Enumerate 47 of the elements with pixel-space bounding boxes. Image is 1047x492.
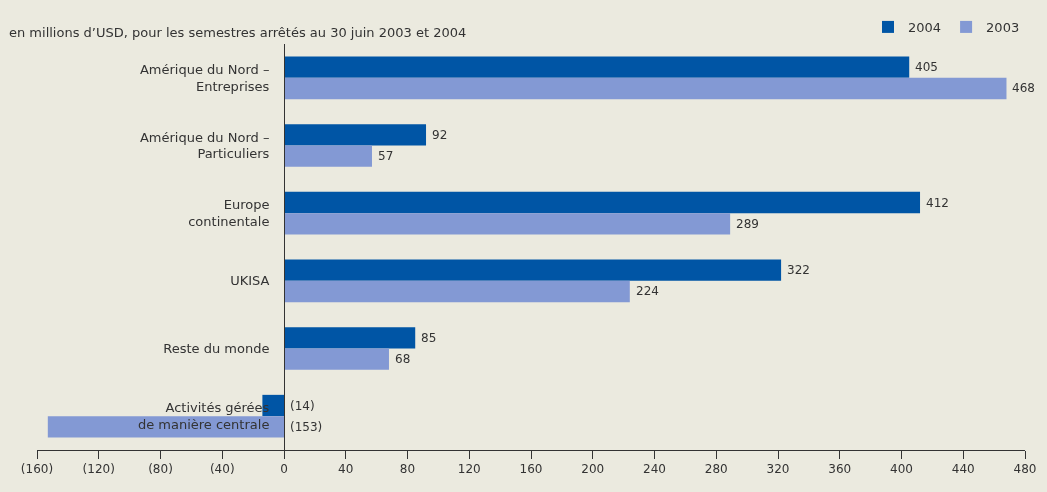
- x-tick-label: 280: [704, 462, 728, 477]
- bar: [284, 259, 782, 281]
- data-label: 468: [1012, 81, 1035, 95]
- data-label: 57: [378, 149, 394, 163]
- y-tick-label: Europe continentale: [188, 197, 270, 230]
- x-tick-label: (120): [82, 462, 115, 477]
- x-tick-label: 320: [766, 462, 790, 477]
- x-tick-label: 80: [399, 462, 416, 477]
- data-label: 92: [432, 128, 448, 142]
- x-tick-label: 480: [1013, 462, 1037, 477]
- bar: [284, 280, 630, 303]
- y-tick-label: UKISA: [230, 273, 270, 289]
- bar: [284, 327, 416, 349]
- bar: [284, 77, 1007, 100]
- bar: [284, 56, 910, 78]
- bar: [284, 124, 427, 146]
- data-label: 85: [421, 331, 437, 345]
- x-tick-label: 240: [643, 462, 666, 477]
- x-tick-label: (160): [20, 462, 54, 477]
- y-tick-label: Amérique du Nord – Entreprises: [139, 61, 270, 94]
- data-label: (153): [290, 420, 323, 434]
- x-tick-label: 400: [890, 462, 913, 477]
- data-label: 412: [926, 196, 949, 210]
- legend-label: 2004: [908, 19, 942, 35]
- x-tick-label: 40: [338, 462, 354, 477]
- x-tick-label: 440: [951, 462, 975, 477]
- x-tick-label: 160: [519, 462, 543, 477]
- data-label: (14): [290, 399, 315, 413]
- data-label: 68: [395, 352, 411, 366]
- x-tick-label: (40): [209, 462, 235, 477]
- bar: [284, 191, 921, 214]
- data-label: 405: [915, 60, 938, 74]
- data-label: 224: [636, 284, 659, 298]
- y-tick-label: Reste du monde: [163, 341, 270, 357]
- x-tick-label: 120: [457, 462, 481, 477]
- data-label: 289: [736, 217, 759, 231]
- x-tick-label: 360: [828, 462, 852, 477]
- bar: [284, 348, 389, 370]
- chart-subtitle: en millions d’USD, pour les semestres arrêtés au 30 juin 2003 et 2004: [9, 25, 467, 40]
- x-tick-label: 0: [280, 462, 288, 477]
- legend-label: 2003: [986, 19, 1020, 35]
- bar: [284, 213, 731, 235]
- y-tick-label: Amérique du Nord – Particuliers: [139, 129, 270, 162]
- x-tick-label: (80): [148, 462, 173, 477]
- bar: [284, 145, 372, 167]
- data-label: 322: [787, 263, 810, 277]
- x-tick-label: 200: [581, 462, 605, 477]
